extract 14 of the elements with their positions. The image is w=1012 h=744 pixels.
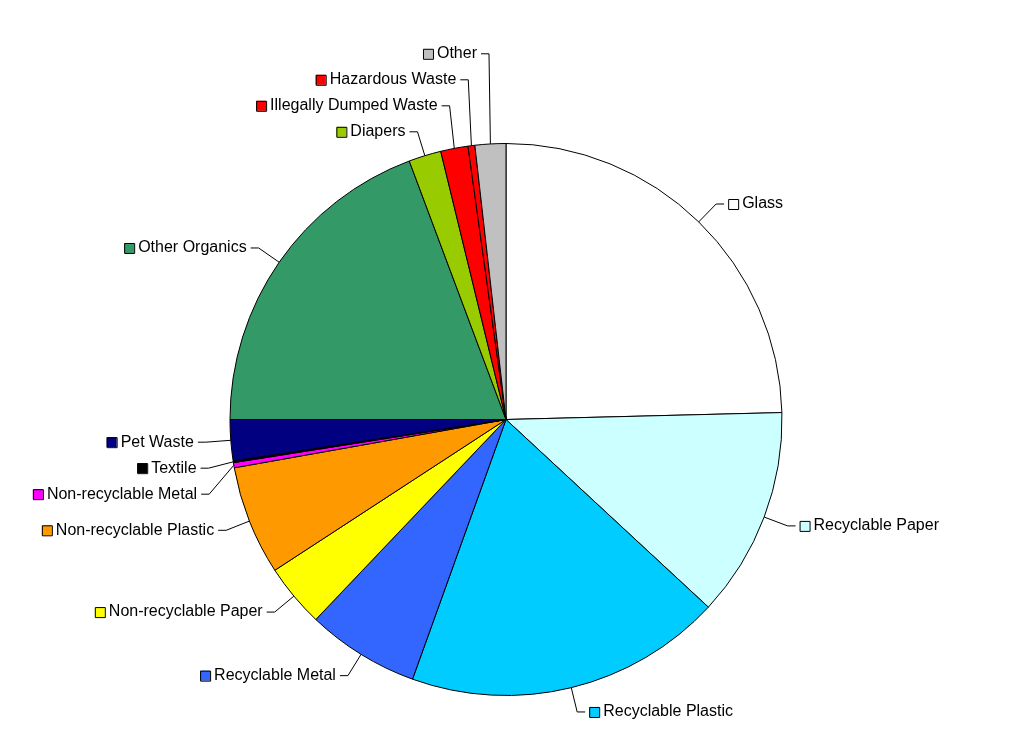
legend-label: Non-recyclable Plastic xyxy=(55,520,215,538)
legend-label: Hazardous Waste xyxy=(329,70,457,88)
legend-label: Recyclable Paper xyxy=(813,516,940,534)
legend-label: Diapers xyxy=(350,122,406,140)
legend-label: Other Organics xyxy=(138,238,247,256)
legend-label: Other xyxy=(436,44,478,62)
legend-label: Non-recyclable Paper xyxy=(108,602,264,620)
legend-label: Non-recyclable Metal xyxy=(46,484,198,502)
legend-label: Recyclable Metal xyxy=(214,666,336,684)
legend-label: Pet Waste xyxy=(120,432,194,450)
legend-label: Recyclable Plastic xyxy=(603,702,734,720)
legend-label: Glass xyxy=(742,194,784,212)
legend-label: Illegally Dumped Waste xyxy=(270,96,438,114)
legend-label: Textile xyxy=(151,458,197,476)
